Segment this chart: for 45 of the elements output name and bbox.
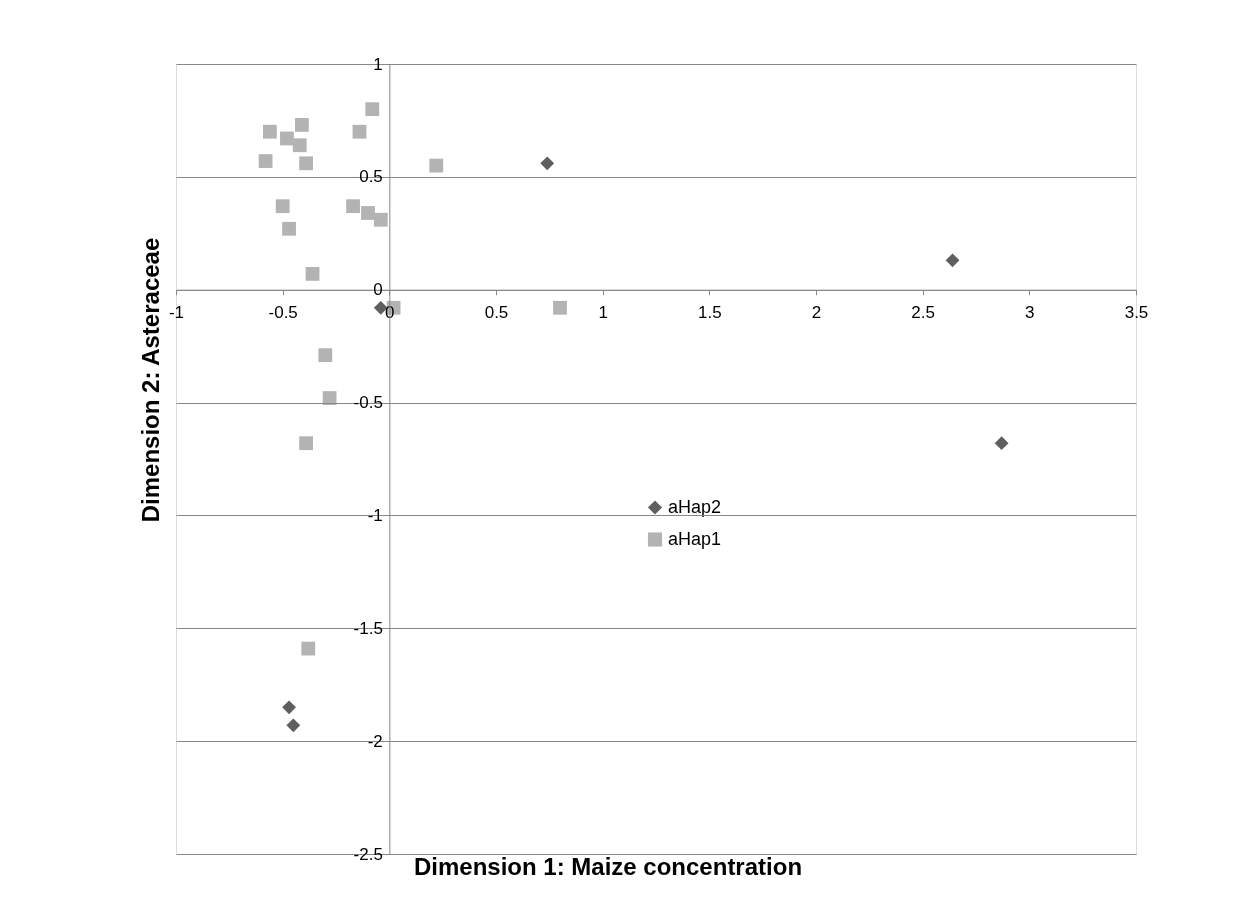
point (994, 436, 1009, 451)
point (365, 102, 380, 117)
point (305, 267, 320, 281)
x-tick-label: 2 (811, 303, 822, 323)
y-tick-label: -0.5 (353, 393, 383, 413)
point (292, 138, 307, 153)
x-tick-label: 1 (598, 303, 608, 323)
x-tick-label: 3.5 (1124, 303, 1149, 323)
x-tick-label: 2.5 (911, 303, 935, 323)
y-tick-label: 1 (373, 54, 383, 74)
point (275, 199, 290, 214)
y-tick-label: -1 (367, 505, 383, 525)
x-tick-label: -1 (168, 303, 185, 323)
point (262, 124, 277, 139)
point (299, 156, 314, 171)
x-tick-label: 0.5 (484, 303, 509, 323)
point (294, 118, 309, 132)
y-tick-label: -2 (367, 731, 383, 751)
x-tick-label: 1.5 (698, 303, 722, 323)
point (301, 641, 316, 656)
legend-label: aHap1 (668, 528, 722, 549)
point (299, 436, 314, 451)
point (361, 206, 375, 220)
point (282, 700, 296, 715)
y-tick-label: 0.5 (359, 167, 383, 187)
point (553, 300, 567, 315)
y-tick-label: 0 (373, 280, 383, 300)
y-tick-label: -1.5 (353, 618, 383, 638)
point (352, 124, 367, 139)
legend-label: aHap2 (668, 496, 722, 517)
point (286, 718, 301, 733)
x-tick-label: -0.5 (268, 303, 298, 323)
point (280, 131, 294, 146)
point (945, 253, 960, 268)
point (346, 199, 360, 214)
point (373, 212, 388, 227)
point (540, 156, 555, 171)
point (258, 154, 273, 168)
y-axis-title: Dimension 2: Asteraceae (137, 237, 164, 523)
x-axis-title: Dimension 1: Maize concentration (413, 853, 803, 880)
point (429, 158, 444, 173)
x-tick-label: 3 (1025, 303, 1035, 323)
y-tick-label: -2.5 (353, 844, 383, 864)
point (282, 221, 296, 236)
point (318, 348, 333, 363)
